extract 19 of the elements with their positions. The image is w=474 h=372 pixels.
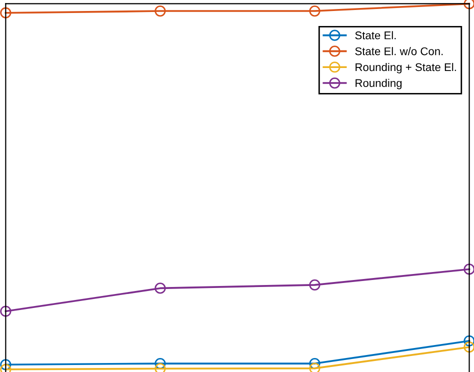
point xyxy=(309,279,320,290)
legend-label: Rounding + State El. xyxy=(356,62,456,74)
point xyxy=(154,5,166,17)
point xyxy=(464,342,474,353)
point xyxy=(464,0,474,10)
point xyxy=(154,363,166,372)
point xyxy=(154,358,166,370)
point xyxy=(0,306,12,317)
legend-label: State El. w/o Con. xyxy=(355,47,443,56)
point xyxy=(154,282,166,294)
point xyxy=(464,335,474,346)
point xyxy=(0,7,12,18)
legend-label: State El. xyxy=(355,31,396,40)
point xyxy=(0,359,12,370)
legend-label: Rounding xyxy=(356,78,402,90)
point xyxy=(464,264,474,275)
point xyxy=(309,362,320,372)
point xyxy=(309,5,320,17)
point xyxy=(309,358,320,370)
